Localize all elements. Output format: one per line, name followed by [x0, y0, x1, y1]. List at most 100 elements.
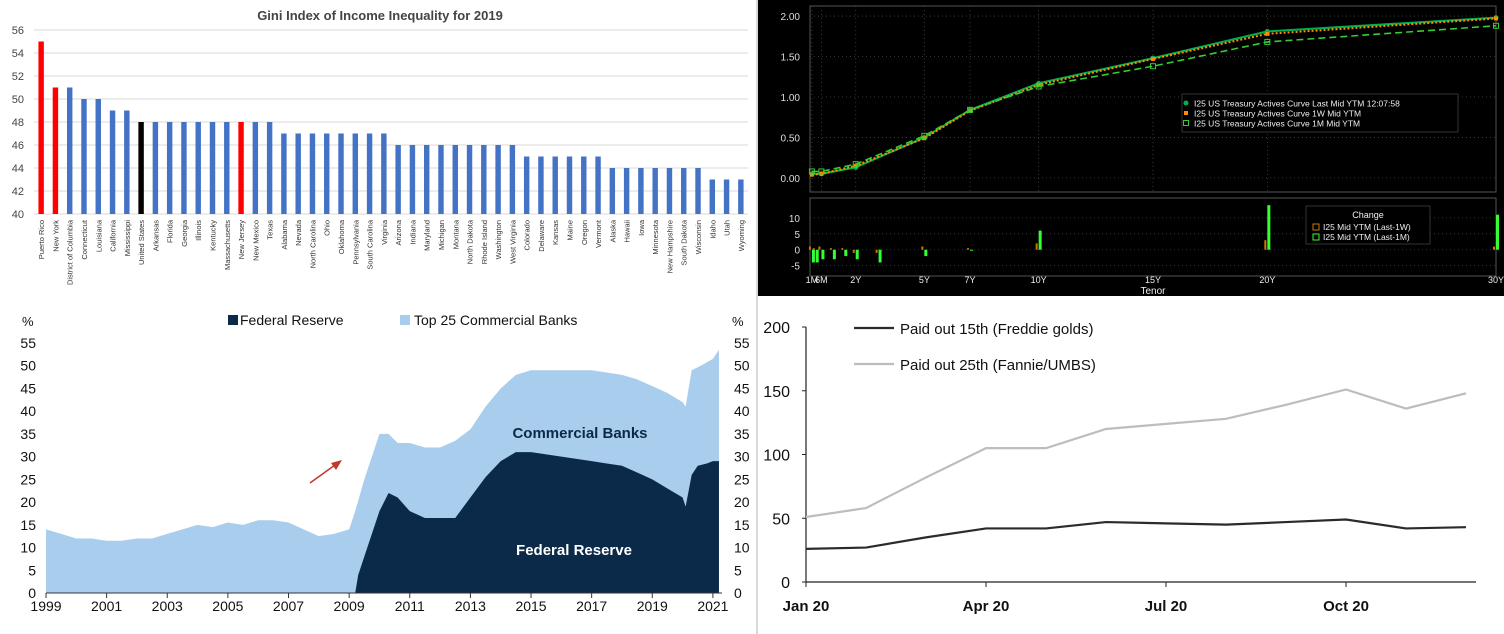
x-tick-label: District of Columbia [66, 219, 75, 285]
y-tick-label: 46 [12, 140, 24, 152]
change-bar-1m [878, 249, 882, 263]
bar [595, 156, 601, 214]
change-bar-1w [967, 248, 970, 250]
x-tick-label: South Dakota [680, 219, 689, 265]
legend-label: I25 US Treasury Actives Curve Last Mid Y… [1194, 99, 1400, 109]
y-tick-label-left: 10 [20, 540, 36, 556]
area-series [46, 452, 719, 593]
panel-divider [756, 0, 758, 634]
bar [195, 122, 201, 214]
data-point [1265, 31, 1270, 36]
change-bar-1m [832, 249, 836, 260]
x-tick-label: 2003 [152, 598, 183, 614]
change-bar-1m [855, 249, 859, 260]
x-tick-label: Minnesota [651, 219, 660, 254]
holdings-area-panel: Federal Reserve Top 25 Commercial Banks%%… [0, 300, 756, 634]
change-bar-1m [1496, 214, 1499, 250]
arrow-line [309, 464, 336, 484]
change-legend: Change I25 Mid YTM (Last-1W)I25 Mid YTM (… [1305, 205, 1431, 245]
y-tick-label: 1.50 [781, 53, 801, 64]
y-tick-label: 56 [12, 25, 24, 37]
legend-label: I25 US Treasury Actives Curve 1M Mid YTM [1194, 119, 1360, 129]
bar [281, 133, 287, 214]
legend-label: I25 Mid YTM (Last-1M) [1323, 232, 1410, 242]
x-tick-label: North Dakota [466, 219, 475, 264]
change-bar-1w [1493, 246, 1495, 250]
y-tick-label-left: 45 [20, 380, 36, 396]
x-tick-label: 2005 [212, 598, 243, 614]
x-tick-label: North Carolina [308, 219, 317, 268]
x-tick-label: Virginia [380, 219, 389, 245]
bar [209, 122, 216, 214]
paid-out-line-chart: 0 50 100 150 200 Jan 20 Apr 20 Jul 20 Oct 20 Paid… [763, 320, 1476, 615]
x-tick-label: 2009 [334, 598, 365, 614]
bar [52, 87, 59, 214]
bar [38, 41, 44, 214]
bar [452, 145, 458, 214]
bar [723, 179, 730, 214]
change-bar-1w [818, 246, 821, 250]
legend-label: Federal Reserve [240, 312, 344, 328]
x-tick-label: 30Y [1488, 275, 1504, 285]
x-tick-label: Colorado [523, 220, 532, 250]
y-tick-label: 150 [763, 384, 790, 401]
bar [295, 133, 301, 214]
x-tick-label: 7Y [965, 275, 976, 285]
x-tick-label: Connecticut [80, 219, 89, 260]
change-bar-1w [875, 249, 878, 253]
legend-label: I25 Mid YTM (Last-1W) [1323, 222, 1411, 232]
gini-chart-panel: Gini Index of Income Inequality for 2019… [0, 0, 756, 296]
data-point [808, 168, 815, 175]
legend-title: Change [1352, 210, 1384, 220]
x-axis-label: Tenor [1140, 286, 1166, 296]
legend-marker [1183, 100, 1189, 106]
y-tick-label: 44 [12, 163, 24, 175]
y-tick-label: 0.50 [781, 133, 801, 144]
change-bar-1m [844, 249, 848, 257]
change-bar-1w [1035, 243, 1038, 250]
bar [166, 122, 173, 214]
x-tick-label: Maryland [423, 220, 432, 251]
legend-marker [1312, 223, 1320, 231]
x-tick-label: Massachusetts [223, 220, 232, 270]
x-tick-label: Alabama [280, 219, 289, 249]
y-tick-label: 54 [12, 48, 24, 60]
bar [324, 133, 330, 214]
y-tick-label-left: 20 [20, 494, 36, 510]
data-point [1493, 22, 1499, 29]
data-point [1035, 83, 1042, 90]
y-tick-label-right: 40 [734, 403, 750, 419]
bar [266, 122, 273, 214]
y-tick-label: 10 [789, 214, 801, 225]
y-tick-label: 40 [12, 209, 24, 221]
bar [109, 110, 116, 214]
bar [381, 133, 387, 214]
annotation-federal-reserve: Federal Reserve [516, 542, 632, 559]
y-tick-label-right: 30 [734, 449, 750, 465]
series-line [805, 388, 1467, 519]
legend-marker [1312, 233, 1320, 241]
x-tick-label: Montana [451, 219, 460, 249]
x-tick-label: New Jersey [237, 220, 246, 259]
x-tick-label: Puerto Rico [37, 220, 46, 259]
x-tick-label: Alaska [608, 219, 617, 242]
y-tick-label: 0.00 [781, 174, 801, 185]
x-tick-label: Rhode Island [480, 220, 489, 264]
bar [138, 122, 144, 214]
y-tick-label: 48 [12, 117, 24, 129]
change-bar-1w [852, 249, 855, 253]
gini-chart: Gini Index of Income Inequality for 2019… [12, 8, 748, 285]
y-tick-label-right: 55 [734, 335, 750, 351]
x-tick-label: Wyoming [737, 220, 746, 251]
y-tick-label-right: 50 [734, 358, 750, 374]
arrow-head [331, 460, 342, 470]
bar [652, 168, 658, 214]
x-tick-label: Utah [723, 220, 732, 236]
x-tick-label: New York [51, 220, 60, 252]
chart-title: Gini Index of Income Inequality for 2019 [257, 8, 503, 23]
x-tick-label: Delaware [537, 220, 546, 252]
x-tick-label: Texas [266, 220, 275, 240]
y-tick-label-right: 20 [734, 494, 750, 510]
bar [709, 179, 716, 214]
bar [466, 145, 473, 214]
